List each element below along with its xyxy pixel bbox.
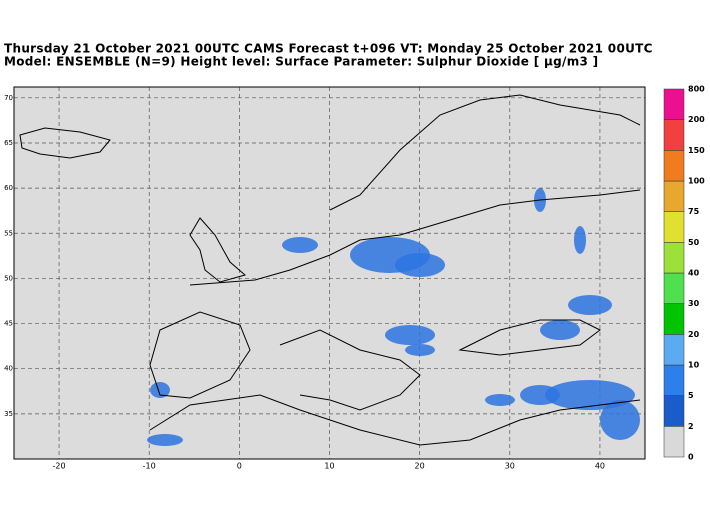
coastline xyxy=(189,217,247,283)
plume xyxy=(405,344,435,356)
plume xyxy=(540,320,580,340)
colorbar-label: 800 xyxy=(688,85,705,94)
title: Thursday 21 October 2021 00UTC CAMS Fore… xyxy=(4,42,653,56)
colorbar-label: 50 xyxy=(688,238,700,247)
lat-label: 60 xyxy=(4,184,13,192)
colorbar-segment xyxy=(663,180,685,212)
colorbar-segment xyxy=(663,303,685,335)
colorbar-segment xyxy=(663,150,685,182)
plume xyxy=(574,226,586,254)
map-frame xyxy=(13,86,646,460)
colorbar-label: 5 xyxy=(688,391,694,400)
plume xyxy=(282,237,318,253)
colorbar-segment xyxy=(663,119,685,151)
lat-label: 65 xyxy=(4,139,13,147)
coastline xyxy=(279,329,421,411)
colorbar-label: 100 xyxy=(688,177,705,186)
plume xyxy=(147,434,183,446)
colorbar-label: 2 xyxy=(688,422,694,431)
coastline xyxy=(189,189,641,286)
plume xyxy=(600,400,640,440)
lon-label: 30 xyxy=(505,462,515,471)
colorbar-label: 150 xyxy=(688,146,705,155)
lon-label: 20 xyxy=(415,462,425,471)
lon-label: 0 xyxy=(237,462,242,471)
coastline xyxy=(329,94,641,211)
colorbar-label: 200 xyxy=(688,115,705,124)
coastline xyxy=(458,319,601,356)
plume xyxy=(150,382,170,398)
plume xyxy=(520,385,560,405)
plume xyxy=(385,325,435,345)
colorbar-label: 0 xyxy=(688,453,694,462)
lat-label: 55 xyxy=(4,229,13,237)
colorbar-segment xyxy=(663,395,685,427)
colorbar: 0 2 5 10 20 30 40 50 75 100 150 200 800 xyxy=(663,85,705,462)
lon-label: -20 xyxy=(53,462,66,471)
colorbar-label: 75 xyxy=(688,207,700,216)
lon-label: -10 xyxy=(143,462,156,471)
lat-label: 35 xyxy=(4,410,13,418)
colorbar-segment xyxy=(663,242,685,274)
colorbar-label: 30 xyxy=(688,299,700,308)
colorbar-label: 10 xyxy=(688,361,700,370)
colorbar-segment xyxy=(663,272,685,304)
colorbar-segment xyxy=(663,334,685,366)
colorbar-label: 20 xyxy=(688,330,700,339)
colorbar-label: 40 xyxy=(688,269,700,278)
colorbar-segment xyxy=(663,211,685,243)
plume xyxy=(485,394,515,406)
coastline xyxy=(19,127,111,159)
lat-label: 40 xyxy=(4,365,13,373)
colorbar-segment xyxy=(663,88,685,120)
lon-label: 40 xyxy=(595,462,605,471)
coastline xyxy=(149,311,251,399)
colorbar-segment xyxy=(663,364,685,396)
plume xyxy=(568,295,612,315)
colorbar-segment xyxy=(663,426,685,458)
lat-label: 50 xyxy=(4,274,13,282)
subtitle: Model: ENSEMBLE (N=9) Height level: Surf… xyxy=(4,55,598,69)
coastlines xyxy=(19,94,641,446)
coastline xyxy=(149,394,641,446)
plume xyxy=(395,253,445,277)
lat-label: 70 xyxy=(4,94,13,102)
lon-label: 10 xyxy=(324,462,334,471)
so2-plumes xyxy=(147,188,640,446)
lat-label: 45 xyxy=(4,320,13,328)
